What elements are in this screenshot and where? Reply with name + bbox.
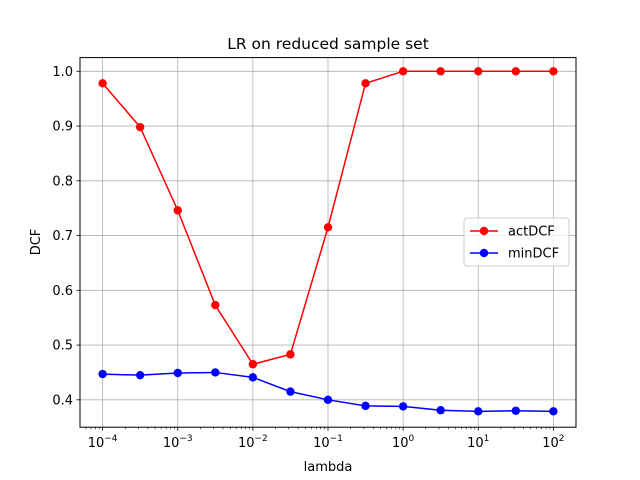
legend-marker-actDCF xyxy=(479,226,489,236)
y-tick-label: 0.6 xyxy=(52,284,73,299)
x-tick-label: 10−1 xyxy=(313,434,343,451)
x-tick-label-base: 10 xyxy=(467,436,484,451)
data-point-minDCF xyxy=(361,401,370,411)
data-point-actDCF xyxy=(248,360,258,369)
data-point-minDCF xyxy=(98,369,107,379)
data-point-actDCF xyxy=(511,67,520,76)
data-point-actDCF xyxy=(98,79,107,88)
data-point-actDCF xyxy=(323,223,333,232)
legend-label-minDCF: minDCF xyxy=(508,247,559,262)
data-point-actDCF xyxy=(361,79,370,88)
data-point-actDCF xyxy=(549,67,558,76)
y-tick-label: 0.9 xyxy=(52,120,73,135)
legend-label-actDCF: actDCF xyxy=(508,225,555,240)
x-tick-label-base: 10 xyxy=(163,436,180,451)
x-tick-label: 102 xyxy=(542,434,564,451)
data-point-minDCF xyxy=(211,368,220,377)
y-tick-label: 0.7 xyxy=(52,229,73,244)
data-point-minDCF xyxy=(286,387,295,396)
x-axis-ticks: 10−4 10−3 10−2 10−1 100 101 102 xyxy=(85,427,565,451)
x-tick-label: 10−4 xyxy=(88,434,118,451)
legend-box xyxy=(463,217,570,267)
data-point-minDCF xyxy=(135,370,145,380)
y-tick-label: 0.8 xyxy=(52,174,73,189)
y-axis-ticks: 0.4 0.5 0.6 0.7 0.8 0.9 1.0 xyxy=(52,65,80,408)
x-tick-label-exponent: −2 xyxy=(255,434,268,444)
x-tick-label-base: 10 xyxy=(542,436,559,451)
x-tick-label-exponent: 2 xyxy=(559,434,565,444)
data-point-actDCF xyxy=(211,300,220,310)
x-tick-label-base: 10 xyxy=(88,436,105,451)
data-point-actDCF xyxy=(135,122,145,132)
x-tick-label-exponent: −3 xyxy=(179,434,192,444)
x-tick-label: 10−2 xyxy=(238,434,268,451)
x-tick-label-exponent: −4 xyxy=(104,434,118,444)
chart-title: LR on reduced sample set xyxy=(227,35,429,53)
data-point-minDCF xyxy=(173,368,182,378)
x-tick-label-base: 10 xyxy=(313,436,330,451)
x-tick-label-base: 10 xyxy=(392,436,409,451)
data-point-minDCF xyxy=(323,395,333,405)
data-point-actDCF xyxy=(474,67,483,76)
data-point-minDCF xyxy=(436,406,445,415)
y-tick-label: 0.5 xyxy=(52,339,73,354)
data-point-actDCF xyxy=(286,350,295,359)
data-point-minDCF xyxy=(474,407,483,416)
x-tick-label-exponent: 0 xyxy=(409,434,415,444)
data-point-minDCF xyxy=(398,402,408,411)
x-tick-label: 10−3 xyxy=(163,434,193,451)
y-tick-label: 1.0 xyxy=(52,65,73,80)
series-layer xyxy=(98,67,558,416)
data-point-actDCF xyxy=(398,67,408,76)
x-axis-label: lambda xyxy=(304,460,353,475)
x-tick-label-exponent: −1 xyxy=(330,434,343,444)
x-tick-label: 101 xyxy=(467,434,489,451)
x-tick-label: 100 xyxy=(392,434,415,451)
data-point-minDCF xyxy=(549,407,558,416)
legend: actDCF minDCF xyxy=(463,217,570,267)
data-point-actDCF xyxy=(173,206,182,215)
data-point-actDCF xyxy=(436,67,445,76)
y-axis-label: DCF xyxy=(29,229,44,256)
y-tick-label: 0.4 xyxy=(52,393,73,408)
data-point-minDCF xyxy=(248,373,258,382)
x-tick-label-exponent: 1 xyxy=(484,434,490,444)
legend-marker-minDCF xyxy=(479,248,489,258)
data-point-minDCF xyxy=(511,406,520,415)
x-tick-label-base: 10 xyxy=(238,436,255,451)
